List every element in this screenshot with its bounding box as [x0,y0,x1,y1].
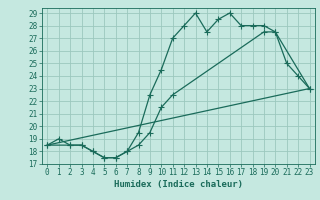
X-axis label: Humidex (Indice chaleur): Humidex (Indice chaleur) [114,180,243,189]
